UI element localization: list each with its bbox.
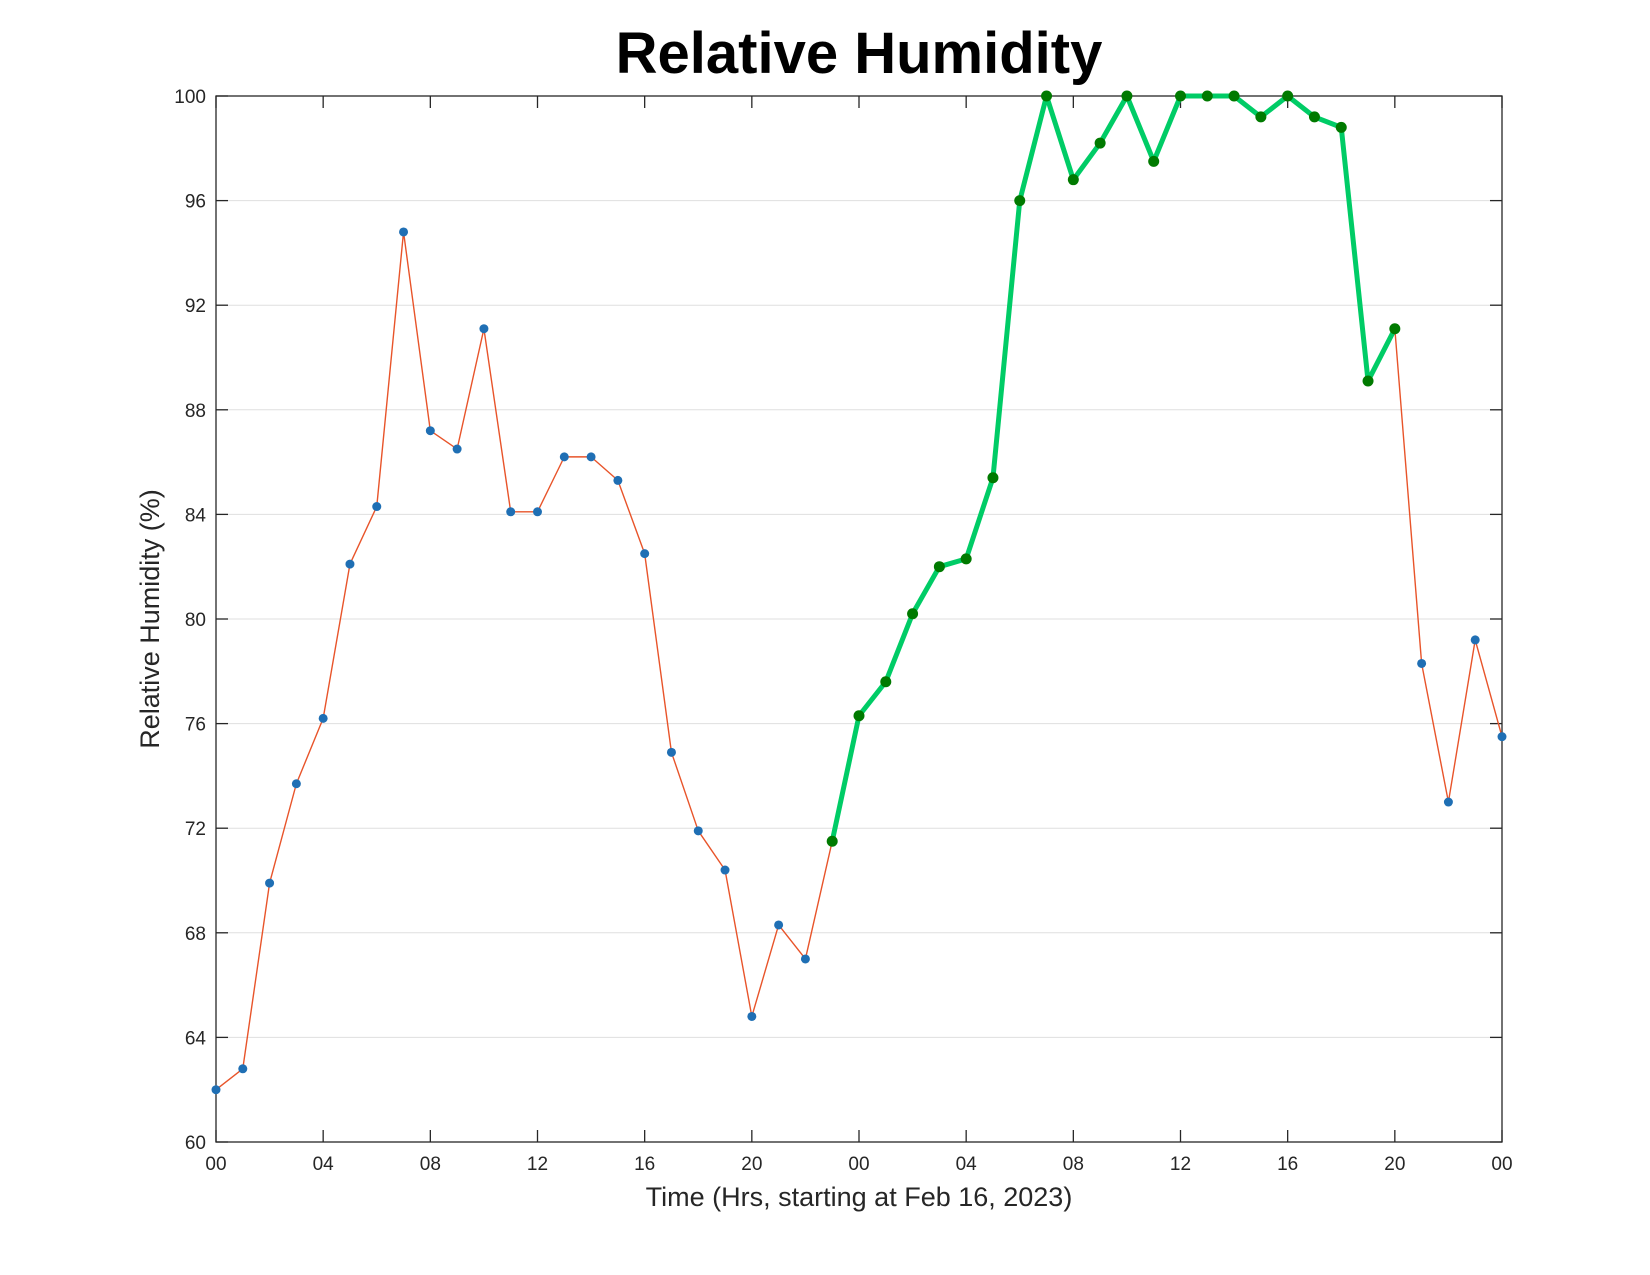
series-1-point — [559, 452, 569, 462]
series-1-point — [506, 507, 516, 517]
series-1-point — [586, 452, 596, 462]
series-2-point — [1255, 111, 1267, 123]
series-2-point — [1148, 155, 1160, 167]
series-1-point — [720, 865, 730, 875]
y-tick-label: 88 — [185, 401, 206, 422]
x-tick-label: 16 — [634, 1154, 655, 1175]
x-tick-label: 20 — [1384, 1154, 1405, 1175]
series-2-point — [1121, 90, 1133, 102]
y-tick-label: 76 — [185, 715, 206, 736]
x-tick-label: 16 — [1277, 1154, 1298, 1175]
x-tick-label: 04 — [956, 1154, 978, 1175]
series-1-point — [613, 475, 623, 485]
data-series — [211, 90, 1507, 1095]
series-1-point — [399, 227, 409, 237]
series-2-point — [1335, 121, 1347, 133]
x-tick-label: 04 — [313, 1154, 335, 1175]
y-tick-label: 60 — [185, 1133, 206, 1154]
x-tick-label: 00 — [1491, 1154, 1512, 1175]
series-1-point — [291, 779, 301, 789]
y-tick-label: 100 — [174, 87, 206, 108]
series-1-line — [215, 95, 1503, 1091]
series-2-point — [880, 676, 892, 688]
series-1-point — [211, 1085, 221, 1095]
series-1-point — [800, 954, 810, 964]
y-tick-label: 92 — [185, 296, 206, 317]
series-2-point — [1228, 90, 1240, 102]
series-2-point — [907, 608, 919, 620]
x-tick-label: 12 — [527, 1154, 548, 1175]
series-1-point — [425, 426, 435, 436]
series-1-point — [693, 826, 703, 836]
series-2-point — [933, 561, 945, 573]
series-1-point — [1497, 732, 1507, 742]
series-1-point — [479, 324, 489, 334]
y-tick-label: 72 — [185, 819, 206, 840]
y-tick-label: 80 — [185, 610, 206, 631]
axis-ticks: 60 64 68 72 76 80 84 88 92 96 100 00 04 08 12 16 20 00 04 0… — [174, 87, 1512, 1175]
series-1-point — [345, 559, 355, 569]
y-axis-label: Relative Humidity (%) — [135, 489, 165, 749]
series-2-point — [1389, 323, 1401, 335]
x-tick-label: 12 — [1170, 1154, 1191, 1175]
series-1-point — [372, 502, 382, 512]
series-1-point — [774, 920, 784, 930]
series-1-point — [533, 507, 542, 517]
series-1-point — [1470, 635, 1480, 645]
series-1-point — [265, 878, 275, 888]
y-tick-label: 96 — [185, 192, 206, 213]
series-2-point — [1094, 137, 1106, 149]
series-2-point — [1014, 195, 1026, 207]
series-2-point — [1175, 90, 1186, 102]
series-2-point — [826, 835, 838, 847]
x-tick-label: 08 — [1063, 1154, 1084, 1175]
x-tick-label: 00 — [848, 1154, 869, 1175]
series-2-point — [1067, 174, 1079, 186]
series-2-point — [1041, 90, 1053, 102]
series-1-point — [452, 444, 462, 454]
series-2-point — [1308, 111, 1320, 123]
x-axis-label: Time (Hrs, starting at Feb 16, 2023) — [646, 1182, 1073, 1212]
series-2-point — [987, 472, 999, 484]
x-tick-label: 20 — [741, 1154, 762, 1175]
series-1-point — [1443, 797, 1453, 807]
series-1-point — [640, 549, 650, 559]
chart-title: Relative Humidity — [616, 21, 1103, 86]
x-tick-label: 08 — [420, 1154, 441, 1175]
series-1-point — [747, 1011, 757, 1021]
series-2-point — [1282, 90, 1294, 102]
series-1-point — [318, 713, 328, 723]
y-tick-label: 68 — [185, 924, 206, 945]
series-2-point — [960, 553, 972, 565]
y-tick-label: 64 — [185, 1028, 207, 1049]
series-1-point — [666, 747, 676, 757]
series-2-point — [1362, 375, 1374, 387]
series-2-line — [829, 93, 1398, 842]
series-1-point — [1417, 658, 1427, 668]
series-1-point — [238, 1064, 248, 1074]
series-2-point — [853, 710, 865, 722]
y-tick-label: 84 — [185, 505, 207, 526]
gridlines — [216, 200, 1502, 1038]
series-2-point — [1201, 90, 1213, 102]
x-tick-label: 00 — [205, 1154, 226, 1175]
